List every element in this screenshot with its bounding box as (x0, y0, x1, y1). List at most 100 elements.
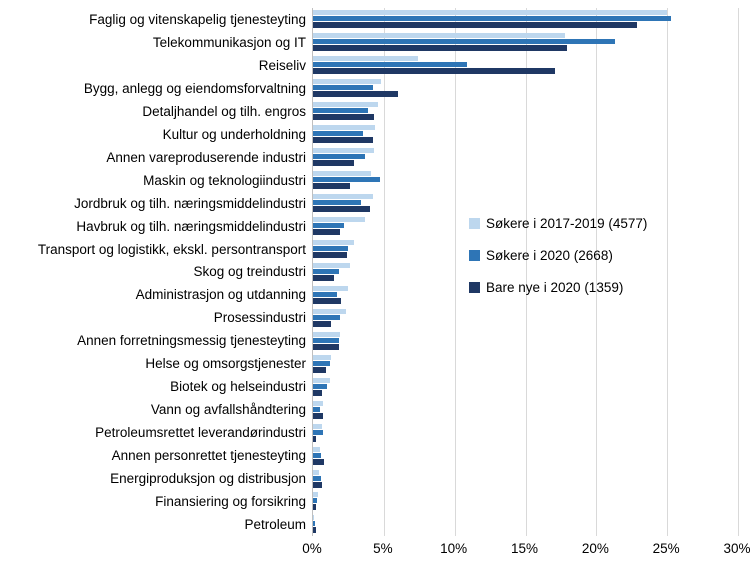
bar-series-0 (313, 377, 330, 383)
bar-series-1 (313, 39, 615, 45)
bar-group (313, 467, 738, 490)
category-label: Transport og logistikk, ekskl. persontra… (37, 241, 306, 257)
x-tick-label: 20% (581, 541, 609, 556)
bar-series-1 (313, 429, 323, 435)
bar-series-1 (313, 360, 330, 366)
category-label: Petroleum (244, 516, 306, 532)
bar-series-1 (313, 85, 373, 91)
category-label: Jordbruk og tilh. næringsmiddelindustri (74, 195, 306, 211)
bar-series-2 (313, 412, 323, 419)
bar-group (313, 8, 738, 31)
bar-series-1 (313, 452, 321, 458)
bar-group (313, 283, 738, 306)
bar-group (313, 238, 738, 261)
bar-series-2 (313, 68, 556, 75)
category-label: Helse og omsorgstjenester (145, 356, 306, 372)
bar-series-2 (313, 481, 323, 488)
category-label: Telekommunikasjon og IT (152, 34, 306, 50)
category-label: Kultur og underholdning (162, 126, 306, 142)
bar-group (313, 192, 738, 215)
category-label: Skog og treindustri (193, 264, 306, 280)
gridline (596, 8, 598, 536)
gridline (525, 8, 527, 536)
bar-group (313, 260, 738, 283)
bar-series-0 (313, 240, 355, 245)
gridline (667, 8, 669, 536)
x-tick-label: 15% (510, 541, 539, 556)
category-label: Annen personrettet tjenesteyting (111, 448, 306, 464)
bar-series-0 (313, 56, 418, 62)
x-tick-label: 5% (373, 541, 393, 556)
bar-series-2 (313, 114, 374, 121)
bar-series-1 (313, 291, 338, 297)
bar-series-1 (313, 246, 349, 251)
bar-series-2 (313, 137, 373, 144)
category-label: Vann og avfallshåndtering (150, 402, 306, 418)
bar-series-2 (313, 252, 347, 258)
bar-group (313, 31, 738, 54)
bar-series-2 (313, 366, 326, 373)
bar-group (313, 215, 738, 238)
bar-series-2 (313, 183, 350, 190)
x-tick-label: 30% (723, 541, 751, 556)
legend-swatch (469, 250, 480, 261)
bar-group (313, 375, 738, 398)
bar-series-1 (313, 268, 339, 274)
bar-series-0 (313, 285, 349, 291)
legend: Søkere i 2017-2019 (4577) Søkere i 2020 (… (469, 216, 647, 312)
bar-series-0 (313, 148, 374, 154)
bar-rows (313, 8, 738, 536)
plot-area: Søkere i 2017-2019 (4577) Søkere i 2020 (… (312, 8, 739, 536)
category-label: Havbruk og tilh. næringsmiddelindustri (76, 218, 306, 234)
bar-series-0 (313, 354, 332, 360)
bar-group (313, 421, 738, 444)
bar-group (313, 352, 738, 375)
category-label: Faglig og vitenskapelig tjenesteyting (89, 11, 306, 27)
bar-series-2 (313, 435, 316, 442)
legend-swatch (469, 218, 480, 229)
legend-label: Søkere i 2017-2019 (4577) (486, 216, 648, 231)
category-label: Annen vareproduserende industri (106, 149, 306, 165)
bar-series-2 (313, 343, 339, 350)
bar-series-1 (313, 62, 468, 68)
bar-series-0 (313, 194, 373, 200)
bar-series-1 (313, 475, 321, 481)
bar-series-0 (313, 262, 350, 268)
bar-series-0 (313, 10, 668, 16)
bar-series-2 (313, 229, 340, 236)
bar-series-0 (313, 171, 372, 177)
legend-label: Bare nye i 2020 (1359) (486, 280, 624, 295)
bar-series-2 (313, 297, 342, 304)
bar-series-2 (313, 389, 323, 396)
bar-group (313, 329, 738, 352)
bar-series-0 (313, 331, 340, 337)
bar-series-0 (313, 102, 379, 108)
bar-series-1 (313, 314, 340, 320)
bar-series-0 (313, 492, 318, 498)
bar-series-0 (313, 515, 315, 521)
category-label: Detaljhandel og tilh. engros (142, 103, 306, 119)
bar-series-1 (313, 131, 363, 137)
bar-series-1 (313, 223, 345, 229)
bar-series-0 (313, 217, 366, 223)
bar-series-2 (313, 206, 370, 213)
x-axis: 0% 5% 10% 15% 20% 25% 30% (302, 541, 750, 561)
bar-group (313, 54, 738, 77)
category-label: Petroleumsrettet leverandørindustri (95, 425, 306, 441)
bar-series-1 (313, 108, 369, 114)
bar-series-1 (313, 383, 328, 389)
category-label: Finansiering og forsikring (155, 493, 306, 509)
bar-series-2 (313, 274, 335, 281)
bar-group (313, 169, 738, 192)
category-label: Energiproduksjon og distribusjon (110, 471, 306, 487)
legend-label: Søkere i 2020 (2668) (486, 248, 613, 263)
category-label: Maskin og teknologiindustri (143, 172, 306, 188)
category-label: Prosessindustri (213, 310, 306, 326)
bar-series-2 (313, 160, 355, 167)
bar-series-0 (313, 33, 566, 39)
bar-series-0 (313, 308, 346, 314)
legend-item: Søkere i 2017-2019 (4577) (469, 216, 647, 231)
bar-series-2 (313, 22, 638, 29)
bar-series-2 (313, 527, 316, 534)
bar-group (313, 77, 738, 100)
